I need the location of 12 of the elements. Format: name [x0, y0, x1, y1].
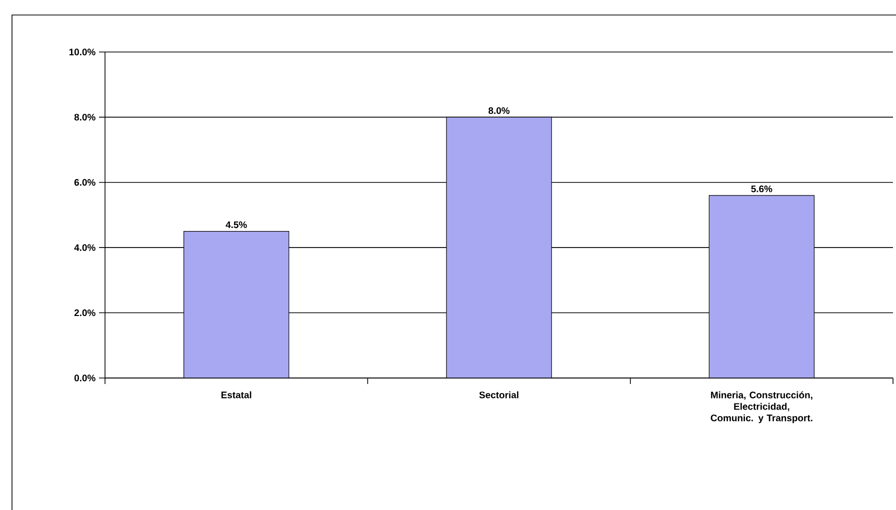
data-label: 5.6% — [751, 186, 772, 192]
y-tick-label: 10.0% — [69, 48, 96, 56]
x-tick-label: Sectorial — [479, 391, 518, 398]
x-tick-label: Mineria, Construcción, Electricidad, Comunic. y Transport. — [710, 391, 812, 424]
y-tick-label: 6.0% — [74, 179, 96, 186]
y-tick-label: 0.0% — [74, 374, 96, 382]
y-tick-label: 4.0% — [74, 244, 96, 251]
data-label: 8.0% — [488, 107, 510, 114]
x-tick-label: Estatal — [221, 391, 252, 398]
y-tick-label: 2.0% — [74, 309, 96, 316]
data-label: 4.5% — [226, 221, 247, 228]
y-tick-label: 8.0% — [74, 114, 96, 121]
